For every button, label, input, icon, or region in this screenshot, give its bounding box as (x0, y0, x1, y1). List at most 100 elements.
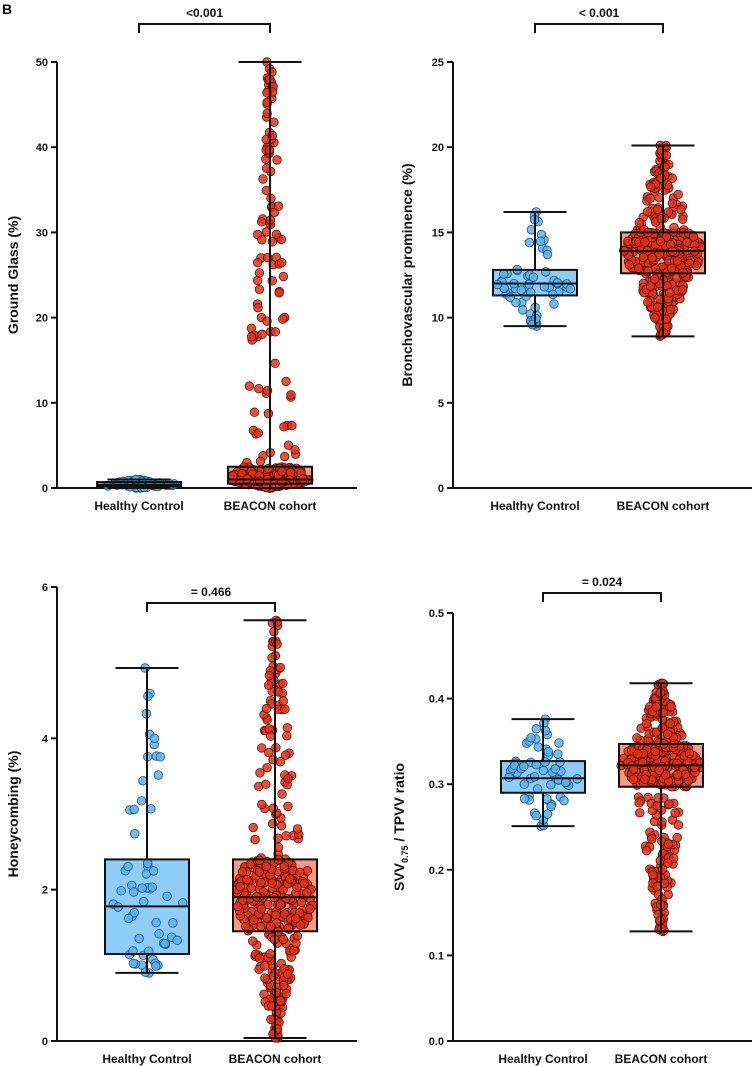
y-axis-label-text: SVV (391, 862, 407, 891)
data-point (272, 155, 282, 165)
data-point (655, 915, 665, 926)
data-point (672, 832, 682, 843)
data-point (666, 702, 676, 712)
data-point (254, 953, 265, 963)
data-point (282, 731, 292, 741)
x-category-label: BEACON cohort (617, 499, 710, 513)
data-point (299, 878, 309, 888)
data-point (267, 878, 277, 888)
x-category-label: Healthy Control (498, 1052, 587, 1066)
data-point (654, 765, 664, 775)
data-point (242, 874, 252, 885)
data-point (282, 723, 293, 733)
data-point (275, 662, 286, 673)
data-point (263, 408, 274, 419)
data-point (657, 817, 667, 827)
y-axis-label: Ground Glass (%) (5, 216, 21, 334)
data-point (279, 861, 289, 871)
data-point (278, 314, 288, 324)
data-point (172, 935, 182, 945)
y-tick-label: 5 (438, 398, 444, 410)
x-category-label: BEACON cohort (615, 1052, 708, 1066)
data-point (138, 776, 148, 786)
data-point (254, 384, 264, 394)
data-point (265, 949, 275, 959)
data-point (129, 907, 139, 918)
data-point (250, 834, 260, 845)
data-point (526, 733, 536, 743)
data-point (499, 269, 509, 279)
data-point (535, 236, 546, 247)
data-point (116, 886, 126, 896)
data-point (538, 765, 549, 776)
data-point (641, 718, 652, 729)
data-point (673, 769, 683, 780)
data-point (130, 829, 140, 839)
data-point (648, 870, 658, 880)
y-axis-label: Honeycombing (%) (5, 751, 21, 878)
data-point (285, 874, 295, 884)
data-point (281, 989, 291, 999)
data-point (260, 961, 270, 971)
data-point (280, 451, 290, 462)
data-point (649, 274, 660, 284)
y-tick-label: 0.5 (429, 608, 444, 620)
data-point (261, 703, 272, 714)
points-healthy (492, 207, 576, 331)
data-point (667, 198, 678, 208)
data-point (279, 422, 289, 432)
data-point (295, 920, 306, 930)
y-tick-label: 0 (42, 483, 48, 495)
data-point (652, 204, 663, 215)
data-point (275, 899, 286, 910)
data-point (271, 229, 282, 240)
y-tick-label: 0 (438, 483, 444, 495)
data-point (688, 231, 699, 242)
data-point (137, 883, 147, 893)
y-axis-label-text: Honeycombing (%) (5, 751, 21, 878)
data-point (505, 292, 515, 302)
data-point (254, 284, 265, 295)
data-point (139, 896, 149, 907)
data-point (260, 973, 270, 983)
data-point (155, 752, 165, 762)
y-axis-label-sub: 0.75 (400, 845, 410, 863)
data-point (162, 891, 172, 901)
data-point (275, 996, 286, 1006)
data-point (531, 810, 541, 821)
y-axis-label-text: Bronchovascular prominence (%) (399, 163, 415, 386)
data-point (650, 313, 660, 323)
data-point (652, 302, 663, 312)
y-axis-label-rest: / TPVV ratio (391, 763, 407, 845)
data-point (651, 702, 661, 712)
data-point (662, 729, 673, 739)
data-point (261, 861, 271, 872)
p-value: <0.001 (186, 6, 223, 20)
data-point (136, 796, 147, 806)
y-axis-label: Bronchovascular prominence (%) (399, 163, 415, 386)
panel-1: 0 10 20 30 40 50 Ground Glass (%) <0.001 Healthy… (5, 6, 357, 513)
data-point (254, 268, 265, 278)
y-tick-label: 25 (432, 57, 444, 69)
data-point (249, 915, 259, 925)
data-point (261, 779, 271, 790)
data-point (264, 680, 274, 690)
x-category-label: BEACON cohort (229, 1052, 322, 1066)
x-category-label: Healthy Control (490, 499, 579, 513)
data-point (655, 236, 666, 247)
data-point (666, 263, 677, 274)
x-category-label: Healthy Control (102, 1052, 191, 1066)
data-point (624, 260, 634, 270)
y-tick-label: 0.1 (429, 950, 444, 962)
significance-bracket (146, 602, 276, 612)
data-point (265, 731, 276, 741)
data-point (660, 770, 671, 780)
y-tick-label: 15 (432, 227, 444, 239)
data-point (642, 297, 653, 307)
y-tick-label: 0.4 (429, 694, 445, 706)
data-point (233, 901, 243, 912)
data-point (278, 934, 289, 945)
data-point (283, 801, 293, 812)
data-point (246, 332, 257, 342)
y-tick-label: 20 (36, 313, 48, 325)
